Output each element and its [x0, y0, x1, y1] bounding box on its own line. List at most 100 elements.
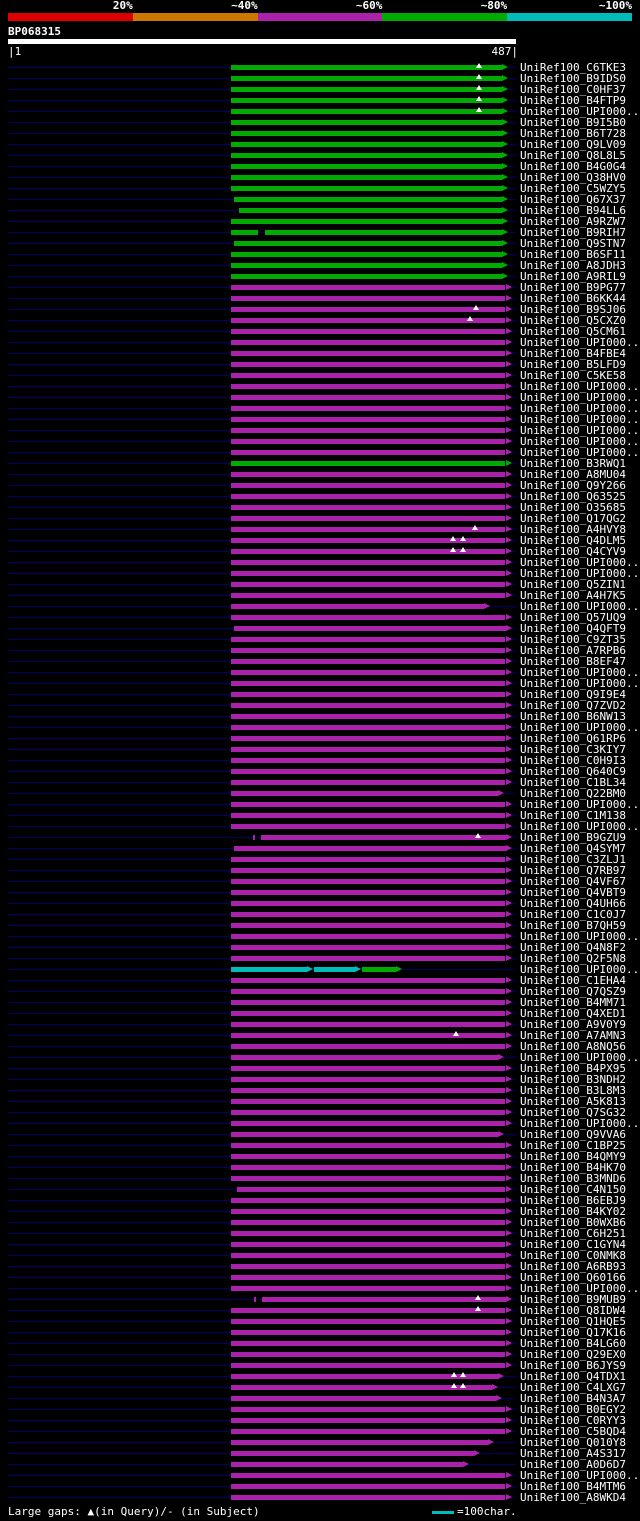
arrowhead-icon	[502, 141, 509, 147]
query-gap-icon	[473, 305, 480, 310]
arrowhead-icon	[505, 834, 512, 840]
arrowhead-icon	[505, 471, 512, 477]
arrowhead-icon	[505, 328, 512, 334]
alignment-bar	[230, 417, 506, 422]
hit-row: UniRef100_B4FBE4	[0, 348, 640, 359]
alignment-bar	[230, 329, 506, 334]
hit-row: UniRef100_A8MU04	[0, 469, 640, 480]
hit-row: UniRef100_UPI000...	[0, 381, 640, 392]
arrowhead-icon	[487, 1439, 494, 1445]
arrowhead-icon	[498, 1054, 505, 1060]
hit-row: UniRef100_Q9I9E4	[0, 689, 640, 700]
arrowhead-icon	[505, 416, 512, 422]
alignment-bar	[230, 1275, 506, 1280]
alignment-bar	[230, 802, 506, 807]
hit-label: UniRef100_C0RYY3	[520, 1414, 626, 1427]
hit-label: UniRef100_C5KE58	[520, 369, 626, 382]
hit-label: UniRef100_A8JDH3	[520, 259, 626, 272]
hit-label: UniRef100_UPI000...	[520, 1117, 640, 1130]
arrowhead-icon	[502, 97, 509, 103]
alignment-bar	[230, 505, 506, 510]
hit-label: UniRef100_B9RIH7	[520, 226, 626, 239]
hit-label: UniRef100_B4QMY9	[520, 1150, 626, 1163]
query-gap-icon	[475, 1306, 482, 1311]
hit-row: UniRef100_UPI000...	[0, 799, 640, 810]
alignment-bar	[230, 406, 506, 411]
hit-label: UniRef100_B3L8M3	[520, 1084, 626, 1097]
hit-row: UniRef100_Q9LV09	[0, 139, 640, 150]
hit-row: UniRef100_B9IDS0	[0, 73, 640, 84]
scale-segment-cyan	[507, 13, 632, 21]
hit-label: UniRef100_A5K813	[520, 1095, 626, 1108]
hit-row: UniRef100_B6KK44	[0, 293, 640, 304]
arrowhead-icon	[502, 119, 509, 125]
hit-label: UniRef100_B7QH59	[520, 919, 626, 932]
hit-row: UniRef100_B6JYS9	[0, 1360, 640, 1371]
hit-label: UniRef100_C6TKE3	[520, 61, 626, 74]
hit-row: UniRef100_B3NDH2	[0, 1074, 640, 1085]
alignment-bar	[265, 230, 503, 235]
alignment-bar	[230, 1308, 506, 1313]
alignment-bar	[253, 1297, 256, 1302]
alignment-bar	[230, 1220, 506, 1225]
alignment-bar	[230, 1286, 506, 1291]
hit-label: UniRef100_Q9VVA6	[520, 1128, 626, 1141]
hit-label: UniRef100_Q9LV09	[520, 138, 626, 151]
arrowhead-icon	[505, 1329, 512, 1335]
hit-row: UniRef100_A6RB93	[0, 1261, 640, 1272]
hit-label: UniRef100_Q5CM61	[520, 325, 626, 338]
hit-label: UniRef100_A0D6D7	[520, 1458, 626, 1471]
hit-row: UniRef100_Q5CM61	[0, 326, 640, 337]
arrowhead-icon	[502, 262, 509, 268]
hit-row: UniRef100_Q63525	[0, 491, 640, 502]
hit-label: UniRef100_C0NMK8	[520, 1249, 626, 1262]
arrowhead-icon	[505, 856, 512, 862]
alignment-bar	[230, 1374, 499, 1379]
hit-row: UniRef100_A7AMN3	[0, 1030, 640, 1041]
alignment-bar	[261, 835, 506, 840]
hit-label: UniRef100_Q38HV0	[520, 171, 626, 184]
hit-row: UniRef100_Q7QSZ9	[0, 986, 640, 997]
arrowhead-icon	[505, 625, 512, 631]
hit-row: UniRef100_C1C0J7	[0, 909, 640, 920]
hit-row: UniRef100_UPI000...	[0, 403, 640, 414]
hit-label: UniRef100_UPI000...	[520, 336, 640, 349]
arrowhead-icon	[502, 251, 509, 257]
alignment-bar	[230, 1011, 506, 1016]
arrowhead-icon	[395, 966, 402, 972]
arrowhead-icon	[505, 427, 512, 433]
arrowhead-icon	[505, 647, 512, 653]
arrowhead-icon	[505, 284, 512, 290]
arrowhead-icon	[505, 1472, 512, 1478]
alignment-bar	[230, 1132, 499, 1137]
alignment-bar	[230, 1352, 506, 1357]
hit-label: UniRef100_UPI000...	[520, 798, 640, 811]
query-coordinates: |1 487|	[8, 46, 518, 58]
alignment-bar	[230, 1253, 506, 1258]
arrowhead-icon	[505, 460, 512, 466]
alignment-bar	[230, 1484, 506, 1489]
arrowhead-icon	[474, 1450, 481, 1456]
arrowhead-icon	[502, 273, 509, 279]
query-gap-icon	[451, 1372, 458, 1377]
hit-label: UniRef100_UPI000...	[520, 402, 640, 415]
hit-row: UniRef100_C1GYN4	[0, 1239, 640, 1250]
arrowhead-icon	[502, 75, 509, 81]
arrowhead-icon	[505, 504, 512, 510]
hit-label: UniRef100_Q4QFT9	[520, 622, 626, 635]
query-gap-icon	[453, 1031, 460, 1036]
hit-row: UniRef100_Q4XED1	[0, 1008, 640, 1019]
alignment-bar	[230, 384, 506, 389]
hit-label: UniRef100_Q4CYV9	[520, 545, 626, 558]
hit-label: UniRef100_A4H7K5	[520, 589, 626, 602]
arrowhead-icon	[505, 570, 512, 576]
hit-row: UniRef100_B6NW13	[0, 711, 640, 722]
alignment-bar	[230, 978, 506, 983]
alignment-bar	[230, 1143, 506, 1148]
hit-row: UniRef100_Q9STN7	[0, 238, 640, 249]
arrowhead-icon	[505, 339, 512, 345]
hit-label: UniRef100_Q60166	[520, 1271, 626, 1284]
arrowhead-icon	[505, 1164, 512, 1170]
arrowhead-icon	[505, 1483, 512, 1489]
arrowhead-icon	[505, 878, 512, 884]
